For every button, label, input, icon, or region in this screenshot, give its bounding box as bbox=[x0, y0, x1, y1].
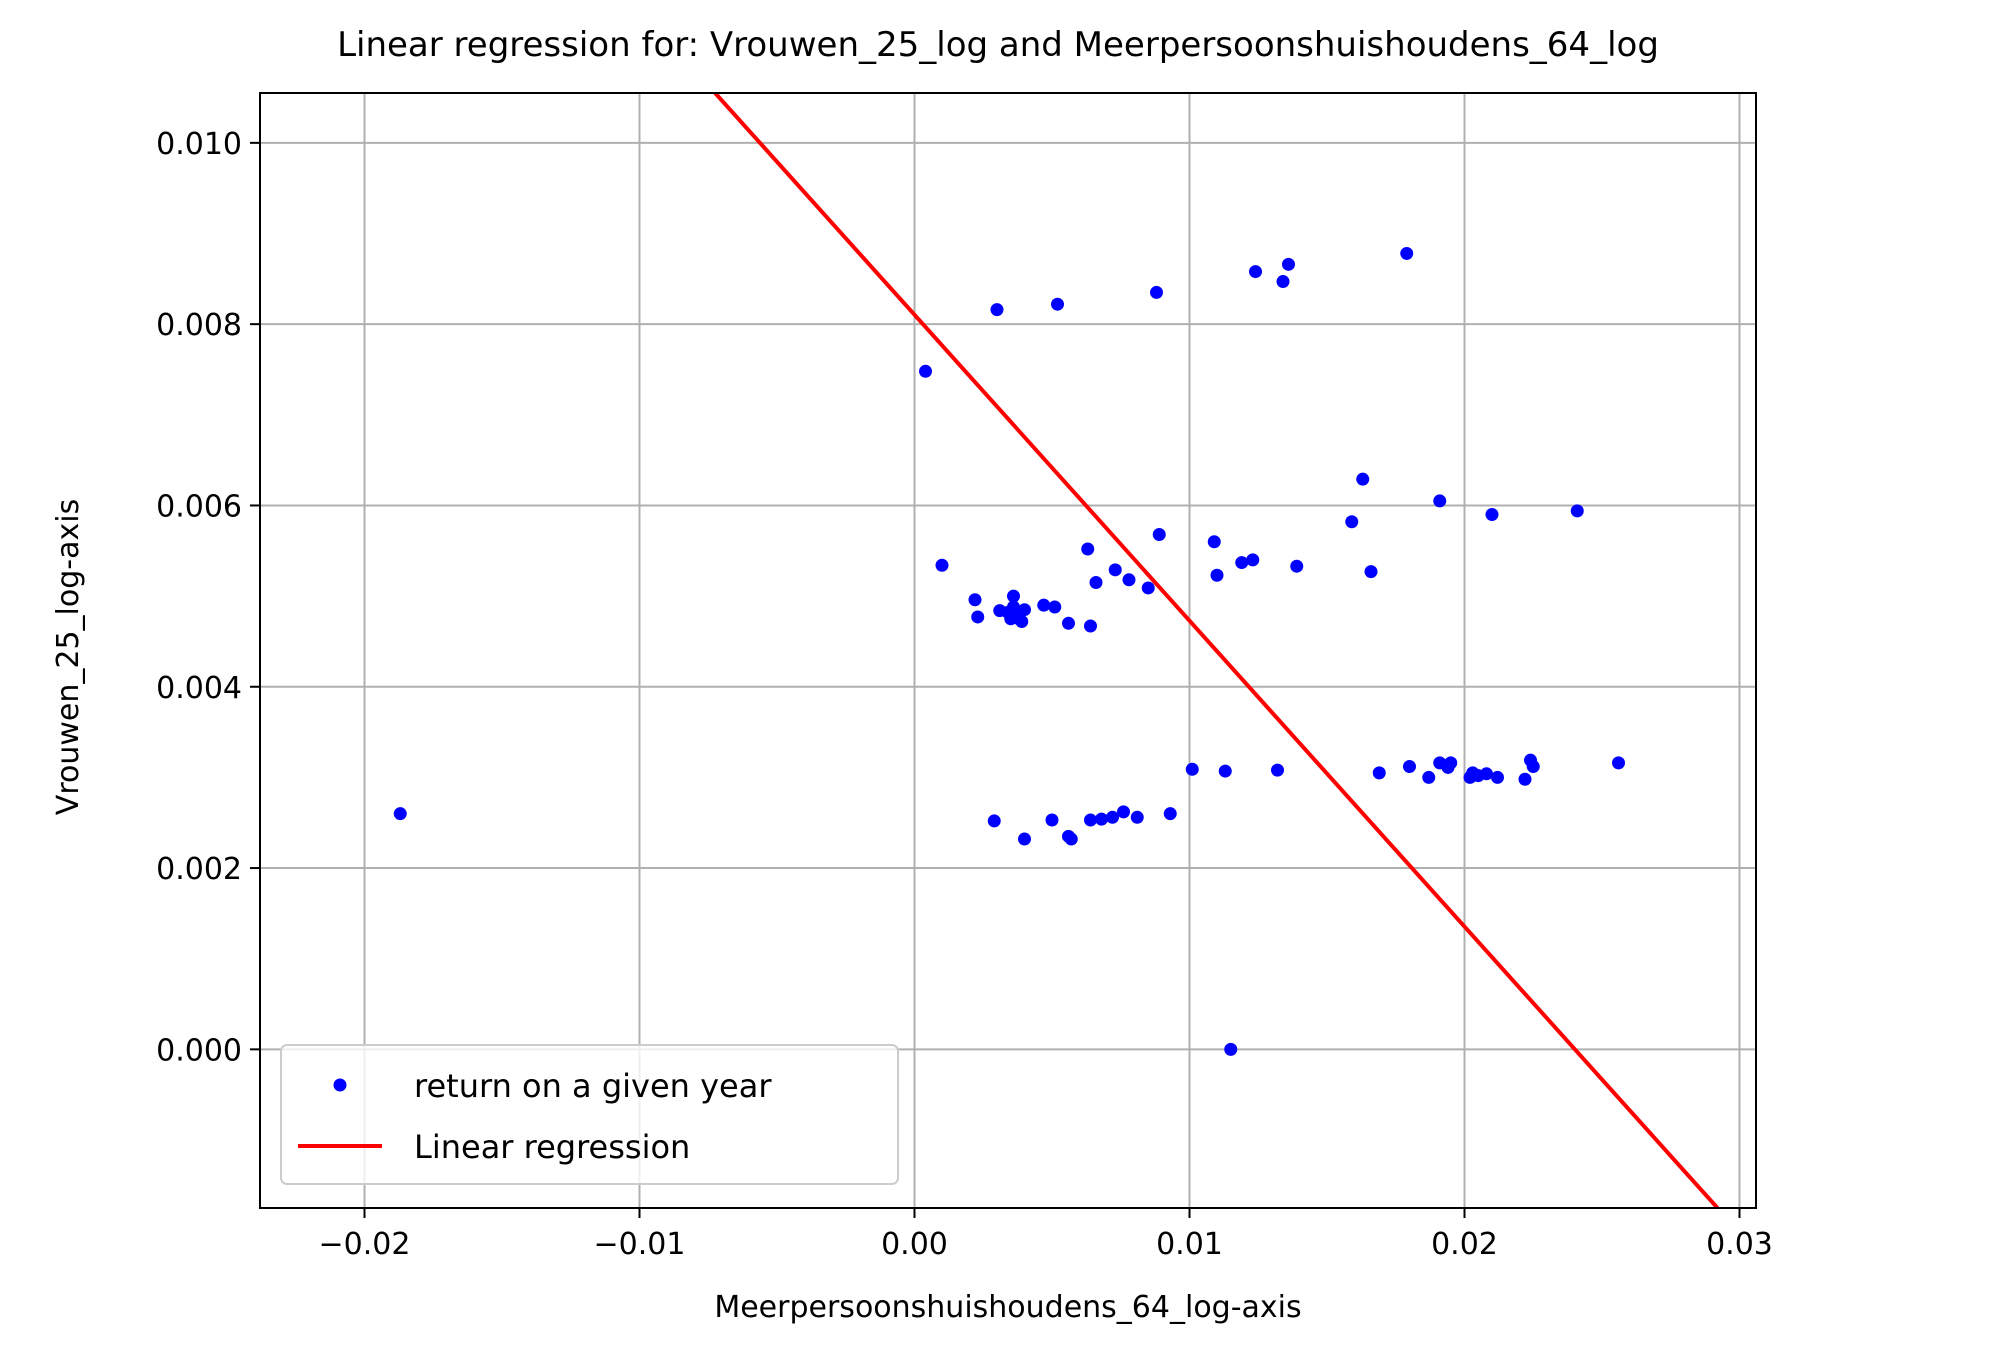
scatter-point bbox=[919, 364, 932, 378]
scatter-point bbox=[990, 303, 1004, 317]
scatter-point bbox=[1106, 810, 1119, 824]
scatter-point bbox=[987, 814, 1001, 828]
scatter-point bbox=[1048, 600, 1062, 614]
scatter-points bbox=[393, 246, 1625, 1056]
scatter-point bbox=[1485, 508, 1499, 522]
y-axis-ticks: 0.000 0.002 0.004 0.006 0.008 0.010 bbox=[156, 127, 260, 1068]
scatter-point bbox=[1403, 760, 1416, 774]
regression-line-layer bbox=[713, 93, 1719, 1208]
scatter-point bbox=[1051, 297, 1064, 311]
y-axis-label: Vrouwen_25_log-axis bbox=[51, 499, 86, 815]
x-tick-label: 0.01 bbox=[1156, 1227, 1223, 1262]
scatter-point bbox=[1207, 535, 1221, 549]
scatter-point bbox=[1282, 257, 1295, 271]
scatter-point bbox=[1018, 832, 1031, 846]
scatter-point bbox=[1141, 581, 1155, 595]
scatter-point bbox=[935, 558, 949, 572]
scatter-point bbox=[1015, 614, 1029, 628]
scatter-point bbox=[1095, 812, 1108, 826]
scatter-point bbox=[1037, 598, 1051, 612]
chart-title: Linear regression for: Vrouwen_25_log an… bbox=[337, 25, 1659, 65]
scatter-point bbox=[971, 610, 985, 624]
scatter-point bbox=[1218, 764, 1232, 778]
legend-label-regression: Linear regression bbox=[414, 1128, 690, 1166]
scatter-point bbox=[393, 807, 407, 821]
scatter-point bbox=[1130, 810, 1144, 824]
scatter-point bbox=[1400, 246, 1414, 260]
scatter-point bbox=[1084, 619, 1097, 633]
scatter-point bbox=[1612, 756, 1625, 770]
legend-label-scatter: return on a given year bbox=[414, 1067, 772, 1105]
y-tick-label: 0.002 bbox=[156, 852, 242, 887]
y-tick-label: 0.010 bbox=[156, 127, 242, 162]
y-tick-label: 0.000 bbox=[156, 1033, 242, 1068]
legend-marker-scatter bbox=[333, 1078, 347, 1092]
x-tick-label: 0.03 bbox=[1706, 1227, 1773, 1262]
scatter-point bbox=[1089, 576, 1103, 590]
scatter-point bbox=[1150, 285, 1163, 299]
scatter-point bbox=[1108, 563, 1122, 577]
scatter-point bbox=[1364, 565, 1378, 579]
x-axis-ticks: −0.02 −0.01 0.00 0.01 0.02 0.03 bbox=[319, 1208, 1773, 1262]
y-tick-label: 0.004 bbox=[156, 671, 242, 706]
scatter-point bbox=[1117, 805, 1130, 819]
scatter-point bbox=[1372, 766, 1386, 780]
scatter-point bbox=[1526, 760, 1540, 774]
regression-line bbox=[713, 93, 1719, 1208]
scatter-point bbox=[1433, 494, 1447, 508]
y-tick-label: 0.008 bbox=[156, 308, 242, 343]
x-axis-label: Meerpersoonshuishoudens_64_log-axis bbox=[714, 1290, 1301, 1325]
scatter-point bbox=[1152, 527, 1166, 541]
scatter-point bbox=[1246, 553, 1260, 567]
scatter-point bbox=[1210, 568, 1224, 582]
scatter-point bbox=[1084, 813, 1097, 827]
plot-area-frame bbox=[259, 92, 1757, 1209]
scatter-point bbox=[1064, 832, 1078, 846]
x-tick-label: 0.02 bbox=[1431, 1227, 1498, 1262]
scatter-point bbox=[1570, 504, 1584, 518]
scatter-point bbox=[1444, 756, 1458, 770]
scatter-point bbox=[1491, 770, 1504, 784]
scatter-point bbox=[1045, 813, 1059, 827]
scatter-point bbox=[1235, 556, 1249, 570]
scatter-point bbox=[1345, 515, 1359, 529]
scatter-point bbox=[1018, 603, 1031, 617]
x-tick-label: −0.02 bbox=[319, 1227, 411, 1262]
scatter-point bbox=[1163, 807, 1177, 821]
y-tick-label: 0.006 bbox=[156, 489, 242, 524]
scatter-point bbox=[1081, 542, 1095, 556]
scatter-point bbox=[1185, 762, 1199, 776]
scatter-point bbox=[1290, 559, 1304, 573]
scatter-point bbox=[968, 593, 982, 607]
scatter-point bbox=[1356, 472, 1370, 486]
x-tick-label: 0.00 bbox=[881, 1227, 948, 1262]
legend-box bbox=[280, 1044, 899, 1185]
scatter-point bbox=[1480, 767, 1493, 781]
scatter-point bbox=[1007, 589, 1020, 603]
scatter-point bbox=[1271, 763, 1284, 777]
scatter-point bbox=[1249, 265, 1262, 279]
x-tick-label: −0.01 bbox=[594, 1227, 686, 1262]
scatter-point bbox=[1276, 275, 1290, 289]
legend: return on a given year Linear regression bbox=[280, 1044, 899, 1185]
scatter-point bbox=[1062, 616, 1075, 630]
scatter-point bbox=[1122, 573, 1136, 587]
scatter-point bbox=[1422, 770, 1436, 784]
scatter-point bbox=[1224, 1042, 1238, 1056]
scatter-point bbox=[1518, 772, 1532, 786]
grid-lines bbox=[260, 93, 1756, 1208]
